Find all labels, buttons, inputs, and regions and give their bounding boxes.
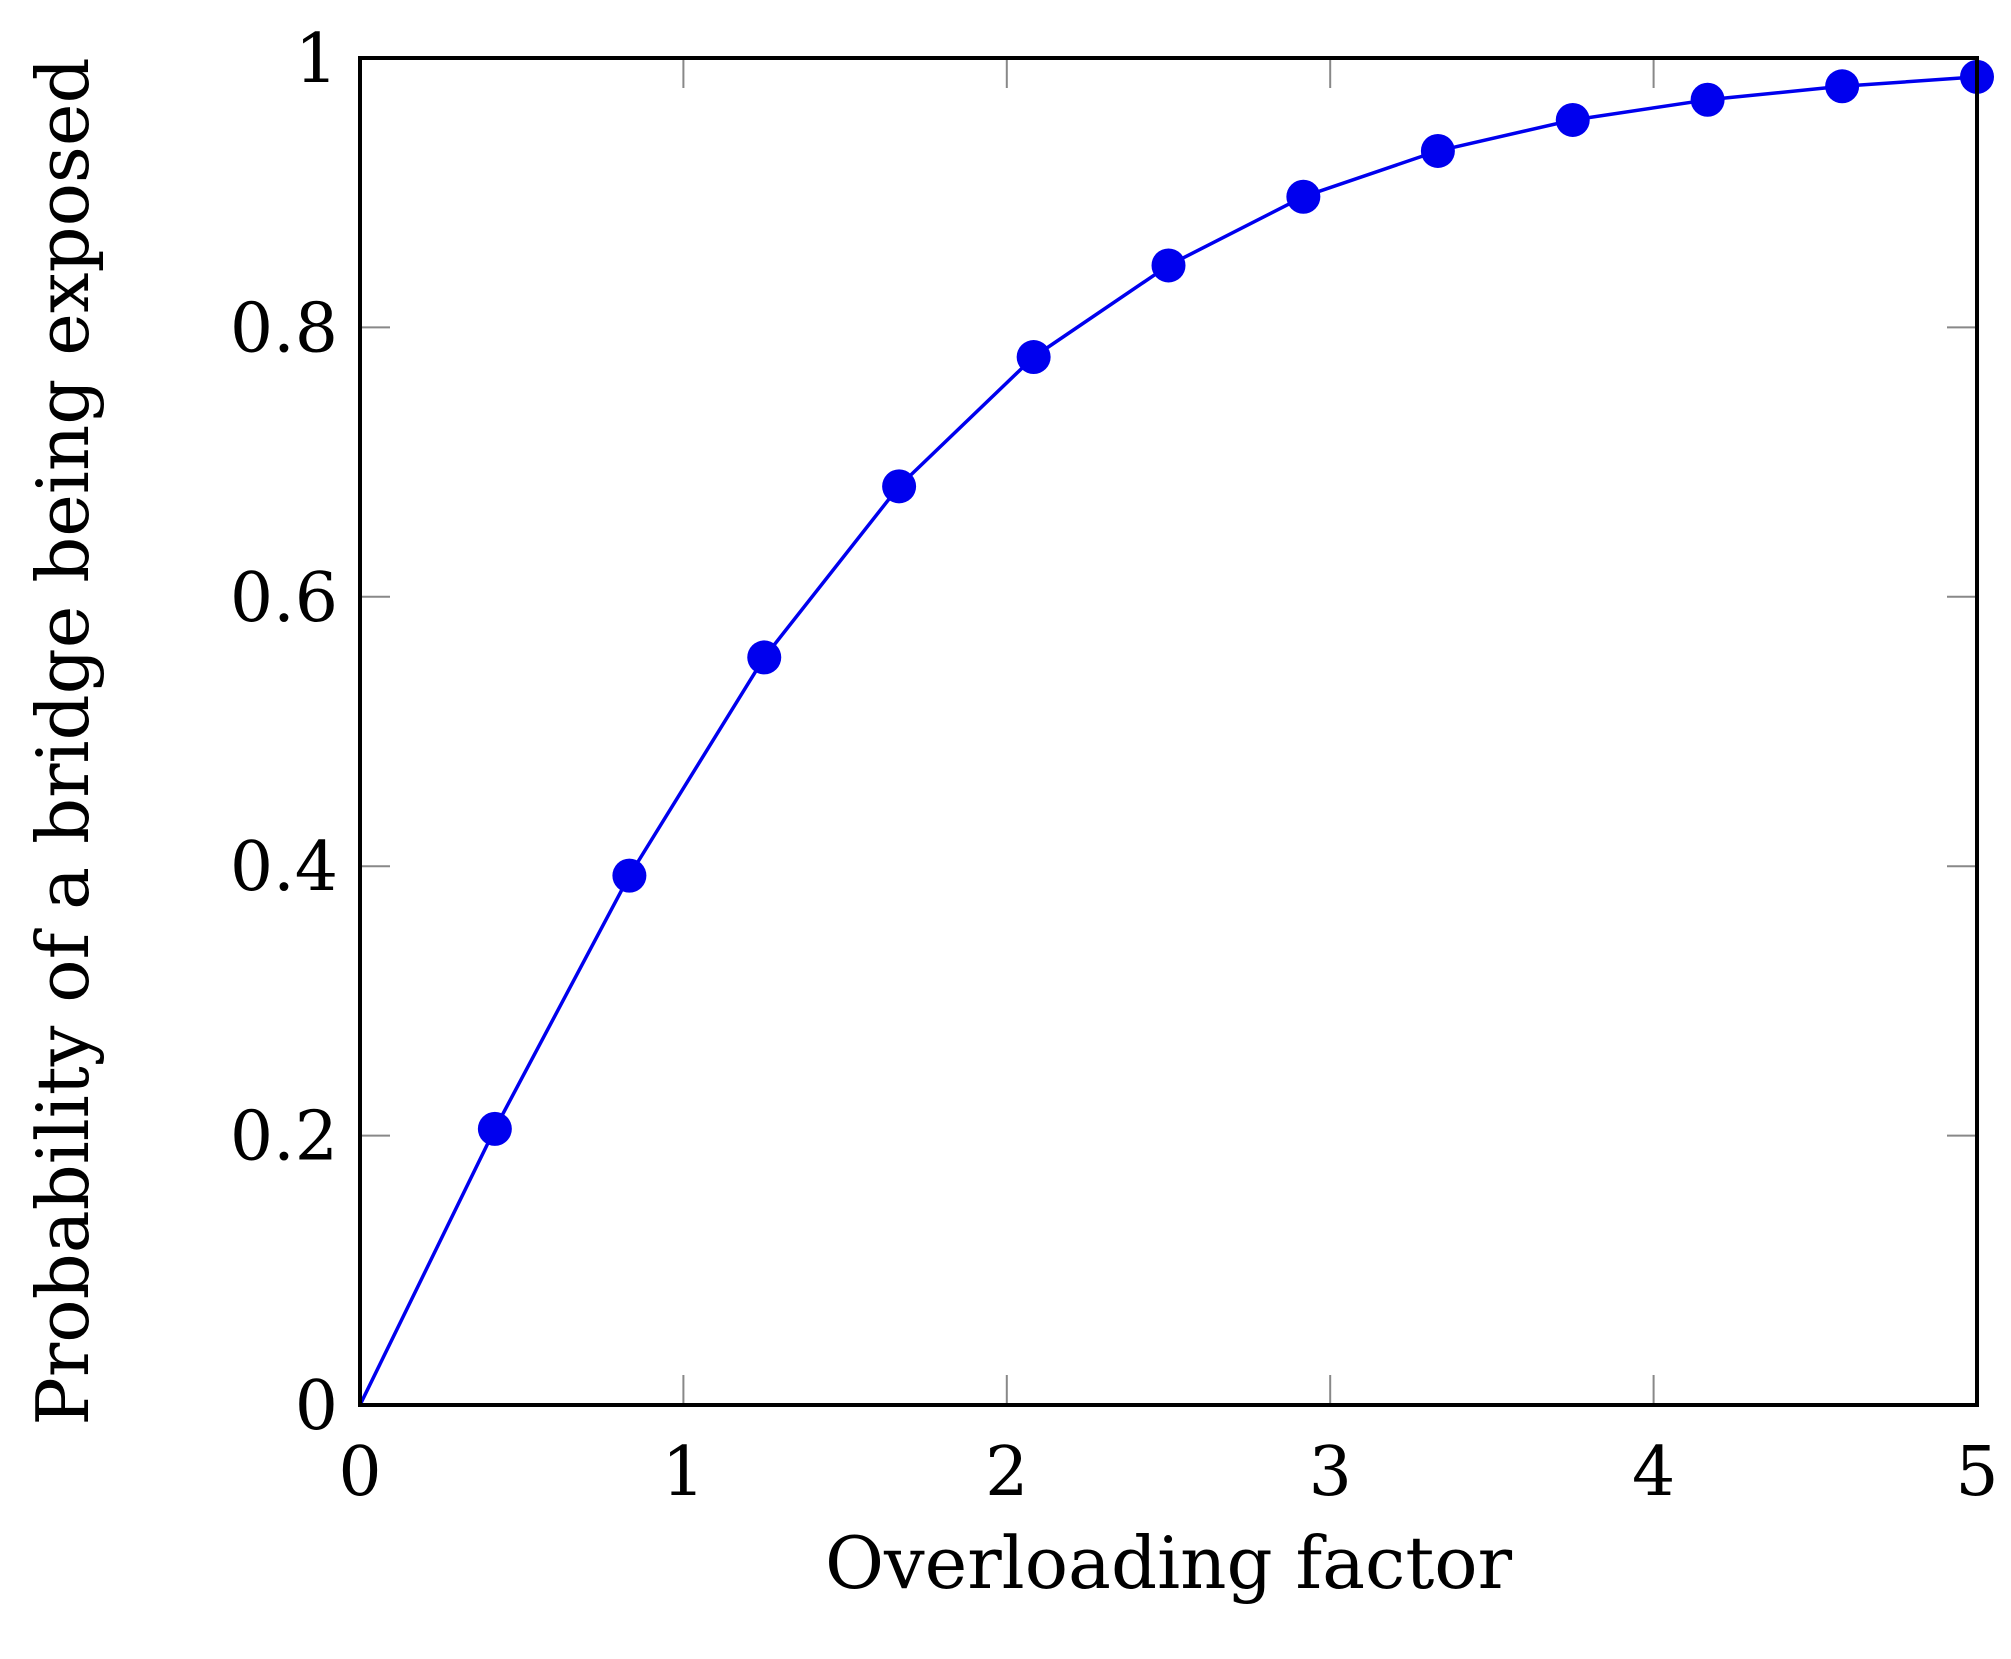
data-point bbox=[1286, 179, 1321, 214]
y-tick-label: 0.6 bbox=[230, 559, 338, 638]
plot-frame bbox=[358, 56, 1979, 1407]
y-tick-label: 0.2 bbox=[230, 1098, 338, 1177]
data-point bbox=[1420, 133, 1455, 168]
data-point bbox=[747, 640, 782, 675]
y-tick-label: 0 bbox=[295, 1367, 338, 1446]
x-tick-label: 3 bbox=[1309, 1433, 1352, 1512]
x-tick-label: 4 bbox=[1632, 1433, 1675, 1512]
x-tick-label: 1 bbox=[662, 1433, 705, 1512]
series-layer bbox=[358, 59, 1994, 1406]
x-tick-label: 0 bbox=[338, 1433, 381, 1512]
x-tick-label: 5 bbox=[1955, 1433, 1998, 1512]
x-tick-labels: 0 1 2 3 4 5 bbox=[338, 1433, 1998, 1512]
data-point bbox=[1016, 340, 1051, 375]
data-point bbox=[882, 469, 917, 504]
data-point bbox=[1825, 69, 1860, 104]
y-tick-label: 0.8 bbox=[230, 289, 338, 368]
x-tick-label: 2 bbox=[985, 1433, 1028, 1512]
data-point bbox=[612, 858, 647, 893]
data-point bbox=[1151, 248, 1186, 283]
data-point bbox=[477, 1111, 512, 1146]
y-tick-labels: 0 0.2 0.4 0.6 0.8 1 bbox=[230, 20, 338, 1446]
x-axis-label: Overloading factor bbox=[825, 1521, 1513, 1605]
y-tick-label: 0.4 bbox=[230, 828, 338, 907]
y-axis-label: Probability of a bridge being exposed bbox=[21, 57, 105, 1425]
data-point bbox=[1555, 102, 1590, 137]
data-point bbox=[1690, 82, 1725, 117]
y-tick-label: 1 bbox=[295, 20, 338, 99]
